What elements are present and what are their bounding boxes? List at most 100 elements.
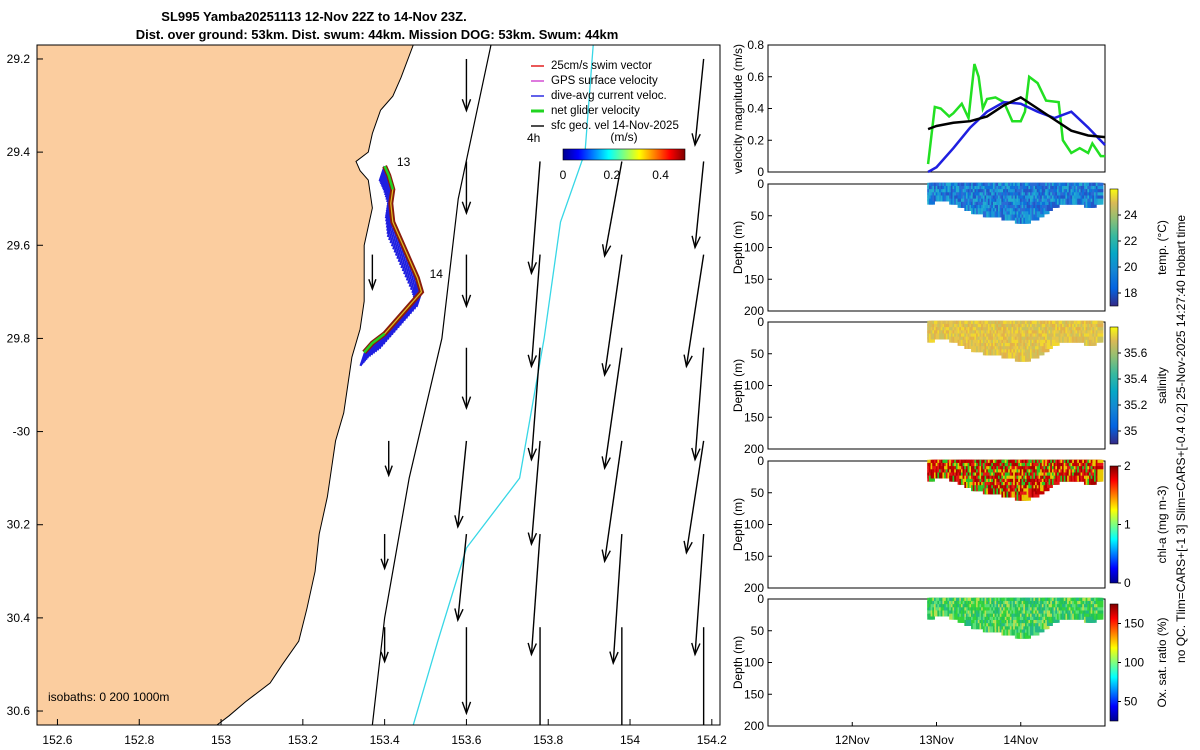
map-xtick-label: 153.8	[533, 733, 563, 747]
section-colorbar-tick-label: 24	[1124, 208, 1138, 222]
section-colorbar-label: Ox. sat. ratio (%)	[1155, 617, 1169, 707]
chlorophyll-section: 0 50 100 150 200 Depth (m) 0 1 2 chl-a (mg m-3)	[731, 454, 1169, 595]
velocity-ytick-label: 0	[757, 165, 764, 179]
current-arrow	[527, 254, 541, 369]
speed-colorbar: (m/s) 0 0.2 0.4	[560, 130, 686, 182]
current-arrow	[691, 161, 705, 250]
section-colorbar-tick-label: 35.6	[1124, 346, 1148, 360]
section-colorbar-label: temp. (°C)	[1155, 220, 1169, 275]
section-colorbar-tick-label: 1	[1124, 518, 1131, 532]
section-colorbar-tick-label: 22	[1124, 234, 1138, 248]
speed-colorbar-label: (m/s)	[610, 130, 637, 144]
section-ytick-label: 150	[744, 687, 764, 701]
section-ytick-label: 150	[744, 410, 764, 424]
map-ytick-label: 29.4	[7, 145, 31, 159]
section-colorbar-tick-label: 20	[1124, 260, 1138, 274]
section-ytick-label: 100	[744, 241, 764, 255]
day-label: 14	[430, 267, 444, 281]
section-ytick-label: 50	[751, 486, 765, 500]
section-ylabel: Depth (m)	[731, 359, 745, 412]
legend-scale-label: 4h	[527, 131, 540, 145]
current-arrow	[683, 440, 705, 555]
legend-entry: GPS surface velocity	[551, 75, 658, 87]
section-ytick-label: 50	[751, 209, 765, 223]
speed-colorbar-bar	[562, 148, 686, 161]
section-colorbar	[1109, 465, 1119, 584]
section-data	[927, 320, 1104, 362]
current-arrow	[609, 533, 623, 666]
map-ytick-label: 30.4	[7, 611, 31, 625]
isobath-note: isobaths: 0 200 1000m	[48, 690, 169, 704]
section-colorbar-tick-label: 0	[1124, 576, 1131, 590]
current-arrow	[527, 440, 541, 547]
current-arrow	[539, 627, 541, 725]
section-colorbar-tick-label: 50	[1124, 695, 1138, 709]
speed-colorbar-tick: 0	[560, 168, 567, 182]
section-ytick-label: 200	[744, 581, 764, 595]
current-arrow	[601, 440, 623, 564]
map-xtick-label: 152.6	[42, 733, 72, 747]
velocity-line-black	[927, 95, 1106, 139]
section-ytick-label: 100	[744, 656, 764, 670]
dive-avg-vector	[359, 350, 367, 367]
current-arrow	[461, 254, 472, 309]
section-xtick-label: 13Nov	[919, 733, 954, 747]
current-arrow	[384, 440, 393, 478]
current-arrow	[454, 533, 468, 623]
map-frame	[36, 44, 721, 726]
section-ytick-label: 100	[744, 518, 764, 532]
current-arrow	[683, 254, 705, 369]
current-arrow	[461, 58, 472, 113]
side-note: no QC. Tlim=CARS+[-1 3] Slim=CARS+[-0.4 …	[1174, 215, 1188, 663]
section-colorbar	[1109, 326, 1119, 445]
current-arrow	[527, 347, 541, 462]
legend-entry: 25cm/s swim vector	[551, 60, 652, 72]
title-line-1: SL995 Yamba20251113 12-Nov 22Z to 14-Nov…	[161, 9, 466, 24]
velocity-ytick-label: 0.6	[747, 70, 764, 84]
current-arrow	[461, 161, 472, 216]
section-ytick-label: 150	[744, 549, 764, 563]
map-xtick-label: 154.2	[697, 733, 727, 747]
section-colorbar-tick-label: 150	[1124, 617, 1144, 631]
map-xtick-label: 153	[211, 733, 231, 747]
section-ytick-label: 150	[744, 272, 764, 286]
legend-entry: dive-avg current veloc.	[551, 90, 667, 102]
current-arrow	[461, 347, 472, 410]
section-ytick-label: 200	[744, 304, 764, 318]
map-xtick-label: 153.2	[288, 733, 318, 747]
current-arrow	[691, 347, 705, 462]
map-ytick-label: 29.2	[7, 52, 31, 66]
section-ytick-label: 0	[757, 454, 764, 468]
map-ytick-label: 30.2	[7, 518, 31, 532]
velocity-ytick-label: 0.8	[747, 38, 764, 52]
section-ylabel: Depth (m)	[731, 498, 745, 551]
velocity-panel: 0 0.2 0.4 0.6 0.8 velocity magnitude (m/s)	[731, 38, 1106, 179]
current-arrow	[380, 534, 389, 571]
velocity-ytick-label: 0.4	[747, 102, 764, 116]
map-xtick-label: 152.8	[124, 733, 154, 747]
title-line-2: Dist. over ground: 53km. Dist. swum: 44k…	[136, 27, 619, 42]
section-colorbar-tick-label: 35.2	[1124, 398, 1148, 412]
current-arrow	[368, 254, 377, 292]
section-colorbar-tick-label: 2	[1124, 459, 1131, 473]
current-arrow	[691, 58, 705, 148]
section-colorbar-tick-label: 18	[1124, 286, 1138, 300]
velocity-line-blue	[927, 100, 1106, 174]
oxygen-section: 0 50 100 150 200 Depth (m) 50 100 150 Ox. sat. ra…	[731, 592, 1169, 747]
section-xtick-label: 14Nov	[1003, 733, 1038, 747]
day-label: 13	[397, 155, 411, 169]
velocity-ylabel: velocity magnitude (m/s)	[731, 44, 745, 174]
map-xtick-label: 154	[620, 733, 640, 747]
section-ytick-label: 200	[744, 719, 764, 733]
section-colorbar	[1109, 188, 1119, 307]
section-ylabel: Depth (m)	[731, 636, 745, 689]
current-arrow	[380, 627, 389, 664]
velocity-line-green	[926, 63, 1105, 165]
map-xtick-label: 153.6	[451, 733, 481, 747]
section-colorbar-tick-label: 100	[1124, 656, 1144, 670]
map-ytick-label: 29.8	[7, 331, 31, 345]
salinity-section: 0 50 100 150 200 Depth (m) 35 35.2 35.4 35.6 salin…	[731, 315, 1169, 456]
map-ytick-label: -30	[13, 425, 31, 439]
isobath-200m	[371, 45, 492, 725]
current-arrow	[601, 347, 623, 471]
